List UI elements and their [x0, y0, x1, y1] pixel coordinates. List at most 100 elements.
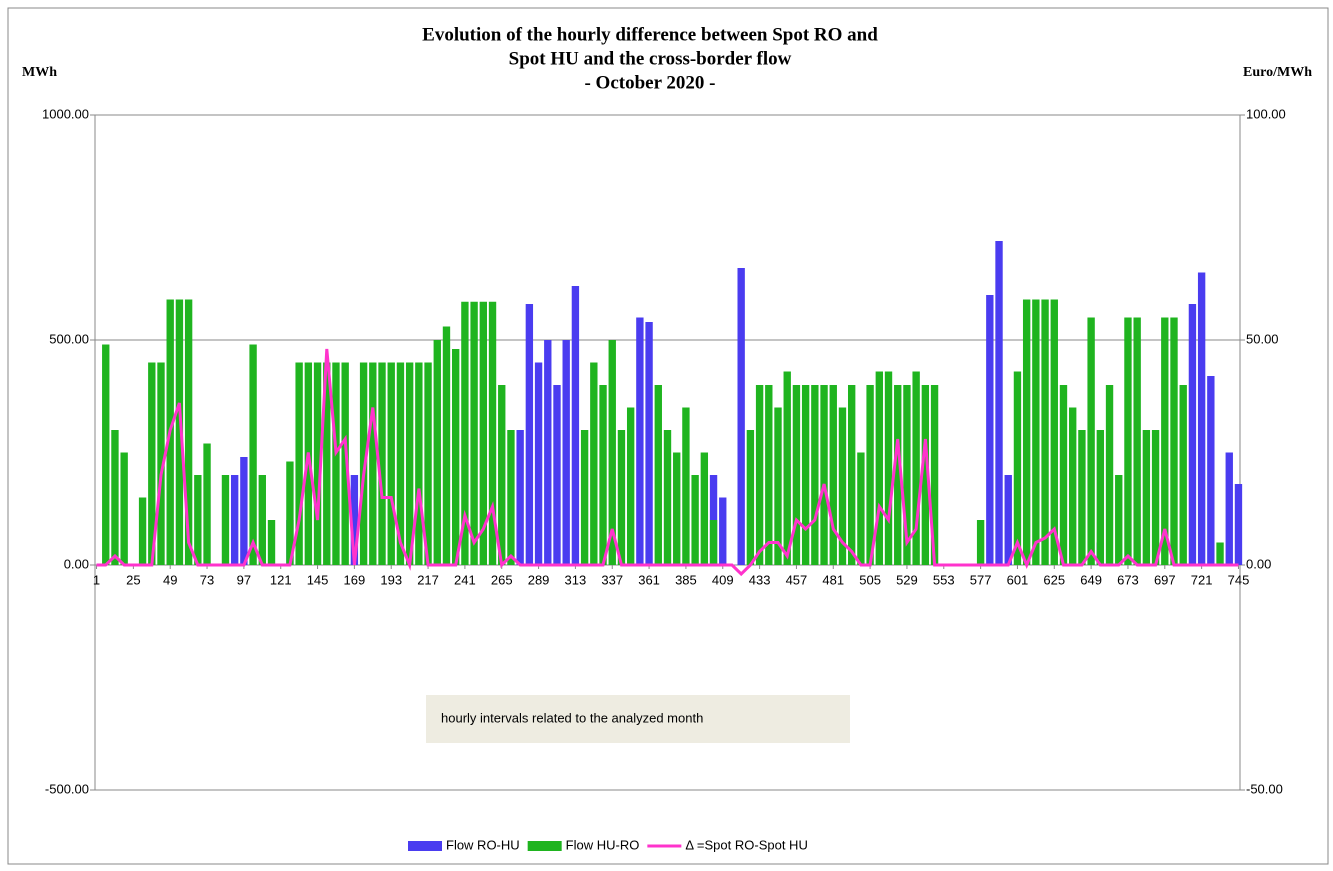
- bar: [1124, 317, 1132, 565]
- bar: [184, 299, 193, 565]
- y-tick-label: -500.00: [45, 781, 89, 796]
- bar: [488, 301, 497, 565]
- legend-swatch: [527, 841, 562, 851]
- bar: [976, 520, 985, 565]
- legend-swatch: [408, 841, 442, 851]
- x-tick-label: 409: [712, 572, 734, 587]
- bar: [709, 520, 718, 565]
- bar: [350, 475, 359, 565]
- bar: [1087, 317, 1095, 565]
- bar: [930, 385, 939, 565]
- legend-label: Flow HU-RO: [566, 837, 640, 852]
- bar: [461, 301, 469, 565]
- y-tick-label: 500.00: [49, 331, 89, 346]
- bar: [912, 371, 920, 565]
- x-tick-label: 361: [638, 572, 660, 587]
- bar: [765, 385, 773, 565]
- x-tick-label: 601: [1007, 572, 1029, 587]
- bar: [396, 362, 405, 565]
- bar: [258, 475, 266, 565]
- bar: [755, 385, 764, 565]
- bar: [267, 520, 276, 565]
- bar: [719, 497, 727, 565]
- annotation: hourly intervals related to the analyzed…: [441, 710, 703, 725]
- bar: [405, 362, 414, 565]
- x-tick-label: 25: [126, 572, 140, 587]
- legend-label: Flow RO-HU: [446, 837, 520, 852]
- bar: [415, 362, 423, 565]
- bar: [1004, 475, 1012, 565]
- bar: [820, 385, 828, 565]
- bar: [838, 407, 847, 565]
- x-tick-label: 289: [528, 572, 550, 587]
- x-tick-label: 553: [933, 572, 955, 587]
- bar: [626, 407, 635, 565]
- x-tick-label: 193: [380, 572, 402, 587]
- delta-line: [96, 348, 1239, 577]
- y2-tick-label: 100.00: [1246, 106, 1286, 121]
- bar: [1041, 299, 1049, 565]
- bar: [884, 371, 893, 565]
- x-tick-label: 313: [565, 572, 587, 587]
- bar: [1188, 304, 1197, 565]
- bar: [617, 430, 626, 565]
- bar: [673, 452, 681, 565]
- bar: [295, 362, 303, 565]
- x-tick-label: 625: [1043, 572, 1065, 587]
- bar: [534, 362, 543, 565]
- bar: [1161, 317, 1169, 565]
- x-tick-label: 505: [859, 572, 881, 587]
- bar: [1179, 385, 1187, 565]
- chart-title: Evolution of the hourly difference betwe…: [422, 24, 878, 45]
- x-tick-label: 337: [601, 572, 623, 587]
- bar: [746, 430, 755, 565]
- bar: [903, 385, 911, 565]
- bar: [792, 385, 801, 565]
- bar: [1022, 299, 1031, 565]
- bar: [580, 430, 589, 565]
- bar: [424, 362, 432, 565]
- x-tick-label: 721: [1191, 572, 1213, 587]
- bar: [470, 301, 478, 565]
- bar: [230, 475, 239, 565]
- bar: [921, 385, 930, 565]
- bar: [1105, 385, 1114, 565]
- bar: [1013, 371, 1022, 565]
- x-tick-label: 385: [675, 572, 697, 587]
- bar: [148, 362, 156, 565]
- bar: [894, 385, 902, 565]
- y-tick-label: 0.00: [64, 556, 89, 571]
- bar: [995, 241, 1003, 565]
- bar: [783, 371, 791, 565]
- bar: [433, 340, 441, 565]
- chart-title: - October 2020 -: [584, 72, 715, 93]
- bar: [847, 385, 856, 565]
- bar: [332, 362, 340, 565]
- bar: [866, 385, 874, 565]
- bar: [359, 362, 368, 565]
- bar: [599, 385, 607, 565]
- bar: [1096, 430, 1105, 565]
- annotation-box: [426, 695, 850, 743]
- bar: [120, 452, 128, 565]
- bar: [875, 371, 883, 565]
- bar: [590, 362, 598, 565]
- bar: [387, 362, 395, 565]
- x-tick-label: 529: [896, 572, 918, 587]
- bar: [544, 340, 552, 565]
- y2-axis-label: Euro/MWh: [1243, 65, 1312, 80]
- bar: [1032, 299, 1040, 565]
- x-tick-label: 217: [417, 572, 439, 587]
- bar: [203, 443, 211, 565]
- bar: [249, 344, 257, 565]
- bar: [498, 385, 506, 565]
- bar: [1197, 272, 1206, 565]
- x-tick-label: 145: [307, 572, 329, 587]
- bar: [774, 407, 782, 565]
- bar: [654, 385, 662, 565]
- chart-title: Spot HU and the cross-border flow: [509, 48, 792, 69]
- x-tick-label: 97: [237, 572, 251, 587]
- bar: [313, 362, 322, 565]
- bar: [553, 385, 561, 565]
- bar: [138, 497, 147, 565]
